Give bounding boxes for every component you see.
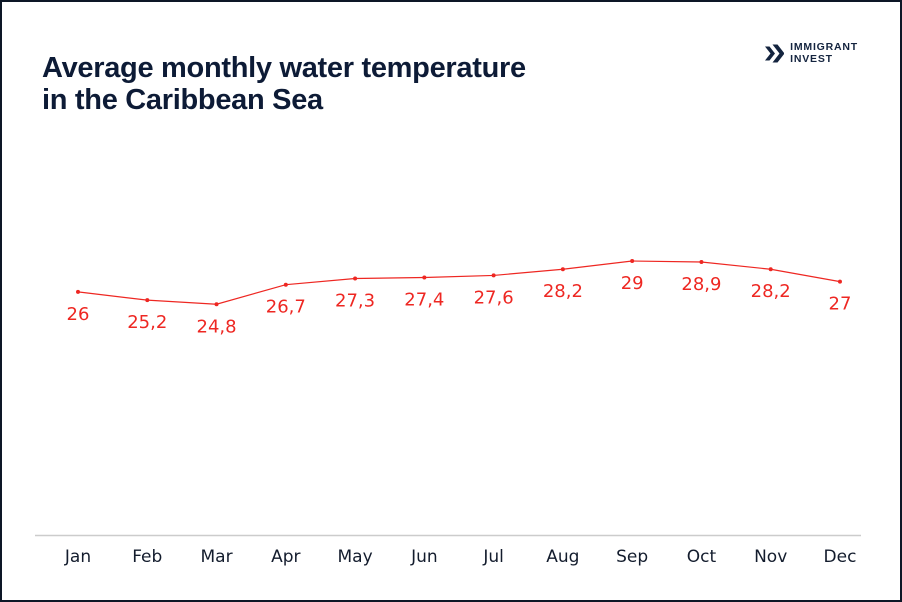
- data-point: [699, 260, 704, 265]
- data-point: [76, 289, 80, 294]
- x-tick-label: Feb: [132, 547, 162, 567]
- temperature-line: [77, 260, 841, 305]
- data-point-label: 29: [621, 273, 644, 294]
- data-point: [214, 302, 219, 307]
- x-tick-label: Dec: [824, 547, 857, 567]
- brand-name: IMMIGRANT INVEST: [790, 41, 858, 65]
- x-tick-label: Aug: [546, 547, 579, 567]
- x-tick-label: Nov: [754, 547, 787, 567]
- page-title-line1: Average monthly water temperature: [42, 52, 526, 84]
- data-point: [837, 279, 842, 284]
- data-point-label: 26: [67, 304, 90, 325]
- data-point-label: 27: [829, 294, 852, 315]
- data-point-label: 28,9: [681, 274, 721, 295]
- double-chevron-right-icon: [765, 44, 785, 63]
- data-point-label: 27,3: [335, 291, 375, 312]
- brand-logo: IMMIGRANT INVEST: [765, 41, 858, 65]
- x-tick-label: Jun: [410, 547, 438, 567]
- x-tick-label: Mar: [201, 547, 233, 567]
- x-tick-label: May: [338, 547, 373, 567]
- x-tick-label: Sep: [616, 547, 648, 567]
- data-point: [283, 282, 288, 287]
- data-point: [630, 259, 635, 263]
- x-tick-label: Jul: [482, 547, 504, 567]
- x-tick-label: Jan: [64, 547, 91, 567]
- data-point-label: 28,2: [543, 281, 583, 302]
- data-point-label: 28,2: [751, 281, 791, 302]
- data-point-label: 25,2: [127, 312, 167, 333]
- data-point-label: 27,4: [404, 289, 444, 310]
- x-tick-label: Apr: [271, 547, 300, 567]
- data-point-label: 27,6: [474, 287, 514, 308]
- data-point: [422, 275, 427, 280]
- data-point: [491, 273, 496, 278]
- page-title: Average monthly water temperature in the…: [42, 52, 526, 116]
- data-point: [353, 276, 358, 281]
- brand-name-line1: IMMIGRANT: [790, 41, 858, 53]
- data-point: [768, 267, 773, 272]
- brand-name-line2: INVEST: [790, 52, 833, 65]
- x-tick-label: Oct: [687, 547, 717, 567]
- data-point-label: 24,8: [197, 316, 237, 337]
- data-point-label: 26,7: [266, 297, 306, 318]
- data-point: [560, 267, 565, 272]
- data-point: [145, 298, 150, 303]
- page-title-line2: in the Caribbean Sea: [42, 84, 323, 116]
